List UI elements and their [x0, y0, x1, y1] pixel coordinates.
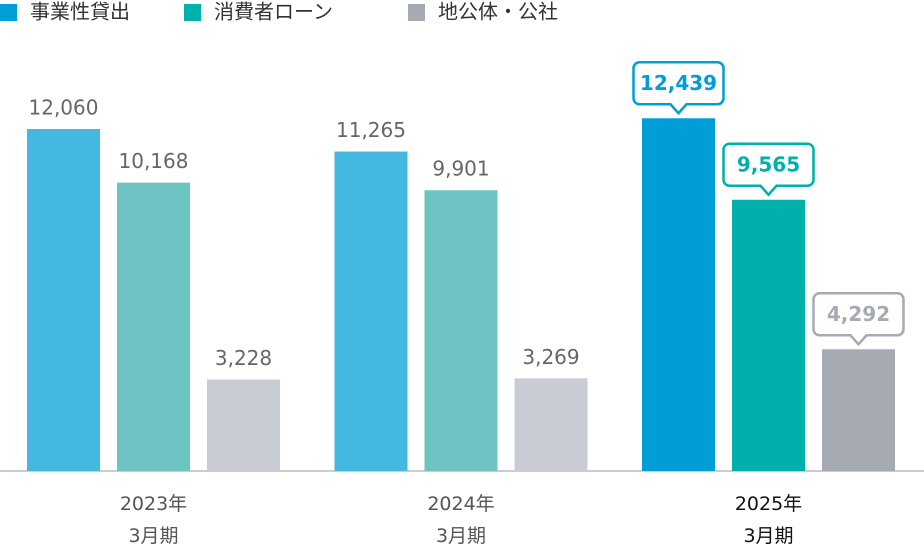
bar [732, 199, 805, 472]
value-label: 3,269 [522, 345, 579, 369]
value-label: 4,292 [827, 302, 890, 326]
x-tick-label: 2024年 3月期 [427, 493, 495, 547]
bar [334, 151, 408, 471]
value-label: 9,565 [737, 152, 800, 176]
bar [27, 129, 100, 471]
callout [812, 292, 905, 347]
legend-swatch [0, 4, 17, 21]
bar [207, 379, 280, 471]
bar [117, 182, 190, 472]
bar [424, 190, 498, 471]
legend-label: 消費者ローン [214, 0, 333, 24]
bar [822, 349, 895, 471]
callout [632, 61, 725, 116]
x-tick-label: 2025年 3月期 [734, 493, 803, 547]
callout [722, 142, 815, 197]
x-tick-label: 2023年 3月期 [119, 493, 188, 547]
value-label: 9,901 [432, 157, 489, 181]
legend-label: 事業性貸出 [30, 0, 130, 24]
value-label: 12,060 [29, 96, 99, 120]
legend-swatch [408, 4, 425, 21]
bar [514, 378, 588, 471]
bar [642, 118, 715, 471]
value-label: 12,439 [640, 71, 717, 95]
legend-label: 地公体・公社 [438, 0, 558, 24]
value-label: 11,265 [336, 118, 406, 142]
value-label: 3,228 [215, 346, 272, 370]
legend-swatch [184, 4, 201, 21]
value-label: 10,168 [119, 149, 189, 173]
